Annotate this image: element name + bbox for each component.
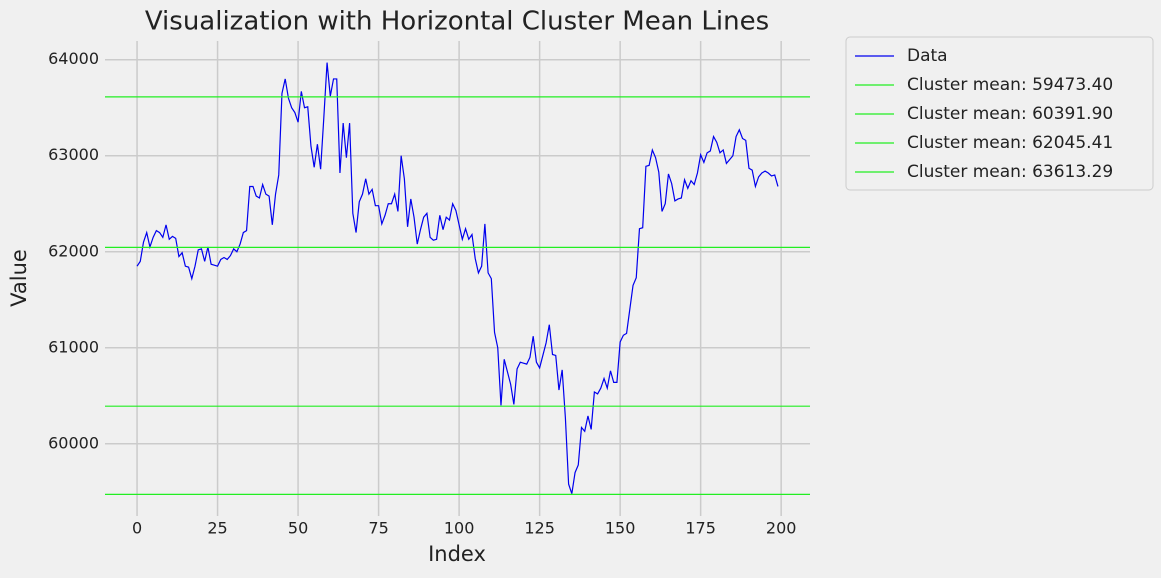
chart-title: Visualization with Horizontal Cluster Me… [145,7,769,37]
legend-label: Cluster mean: 62045.41 [907,133,1113,153]
legend-label: Data [907,46,948,66]
y-tick-label: 63000 [48,145,99,164]
x-tick-label: 175 [685,519,716,538]
y-tick-label: 61000 [48,337,99,356]
y-tick-label: 64000 [48,49,99,68]
x-tick-label: 150 [605,519,636,538]
x-tick-label: 25 [207,519,227,538]
x-tick-label: 100 [444,519,475,538]
legend-box [845,36,1154,191]
legend-label: Cluster mean: 63613.29 [907,162,1113,182]
legend-label: Cluster mean: 59473.40 [907,75,1113,95]
y-tick-label: 62000 [48,241,99,260]
x-tick-label: 50 [288,519,308,538]
y-tick-label: 60000 [48,433,99,452]
x-tick-label: 0 [132,519,142,538]
x-axis-label: Index [428,542,486,566]
x-tick-label: 75 [368,519,388,538]
data-line [136,62,779,494]
x-tick-label: 200 [766,519,797,538]
legend-label: Cluster mean: 60391.90 [907,104,1113,124]
y-axis-label: Value [7,249,31,307]
x-tick-label: 125 [524,519,555,538]
